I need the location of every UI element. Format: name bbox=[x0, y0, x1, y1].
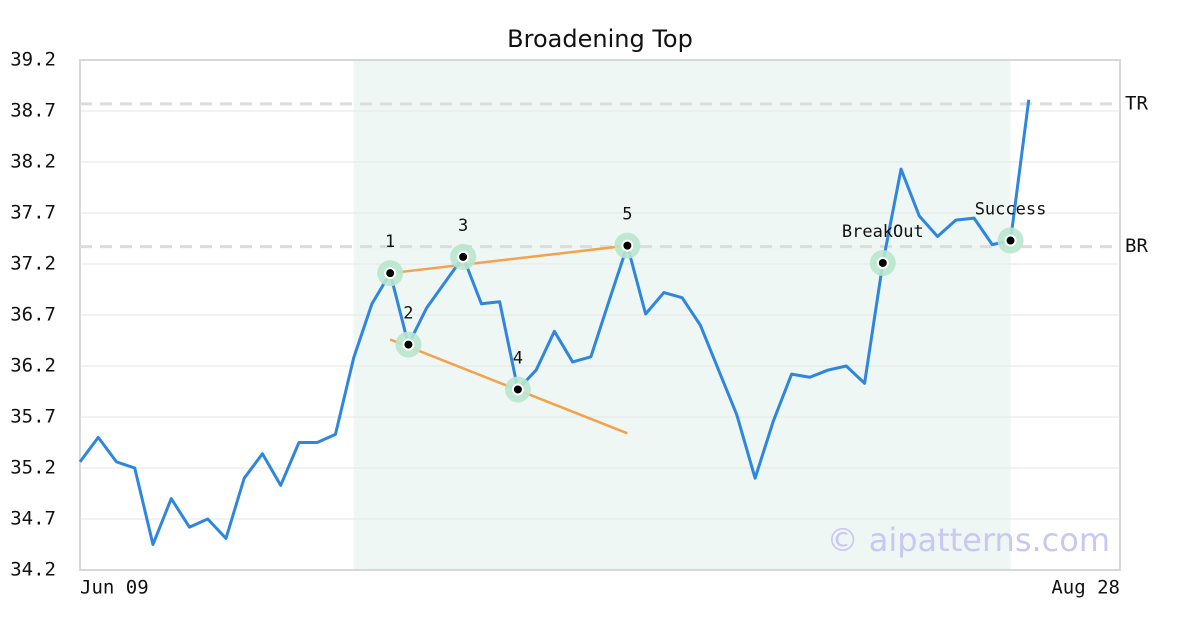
level-label: BR bbox=[1125, 235, 1148, 257]
point-dot bbox=[384, 267, 397, 280]
y-tick-label: 37.7 bbox=[10, 202, 56, 224]
x-tick-label: Jun 09 bbox=[80, 577, 149, 599]
point-dot bbox=[876, 256, 889, 269]
y-tick-label: 39.2 bbox=[10, 49, 56, 71]
point-label: Success bbox=[975, 200, 1047, 220]
point-dot bbox=[457, 250, 470, 263]
y-tick-label: 38.7 bbox=[10, 100, 56, 122]
y-tick-label: 37.2 bbox=[10, 253, 56, 275]
watermark: © aipatterns.com bbox=[827, 521, 1110, 559]
y-tick-label: 36.2 bbox=[10, 355, 56, 377]
trend-line bbox=[390, 244, 628, 275]
y-tick-label: 36.7 bbox=[10, 304, 56, 326]
y-tick-label: 34.7 bbox=[10, 508, 56, 530]
level-label: TR bbox=[1125, 92, 1148, 114]
point-label: BreakOut bbox=[842, 222, 924, 242]
point-label: 3 bbox=[458, 216, 468, 236]
y-tick-label: 38.2 bbox=[10, 151, 56, 173]
point-label: 4 bbox=[513, 348, 523, 368]
x-tick-label: Aug 28 bbox=[1051, 577, 1120, 599]
chart-title: Broadening Top bbox=[507, 25, 693, 53]
point-label: 1 bbox=[385, 232, 395, 252]
y-tick-label: 35.2 bbox=[10, 457, 56, 479]
point-dot bbox=[511, 383, 524, 396]
price-line bbox=[78, 99, 1031, 546]
point-dot bbox=[402, 338, 415, 351]
point-dot bbox=[621, 239, 634, 252]
point-dot bbox=[1004, 234, 1017, 247]
point-label: 2 bbox=[403, 304, 413, 324]
y-tick-label: 34.2 bbox=[10, 559, 56, 581]
plot-frame bbox=[79, 59, 1121, 571]
point-label: 5 bbox=[622, 205, 632, 225]
y-tick-label: 35.7 bbox=[10, 406, 56, 428]
